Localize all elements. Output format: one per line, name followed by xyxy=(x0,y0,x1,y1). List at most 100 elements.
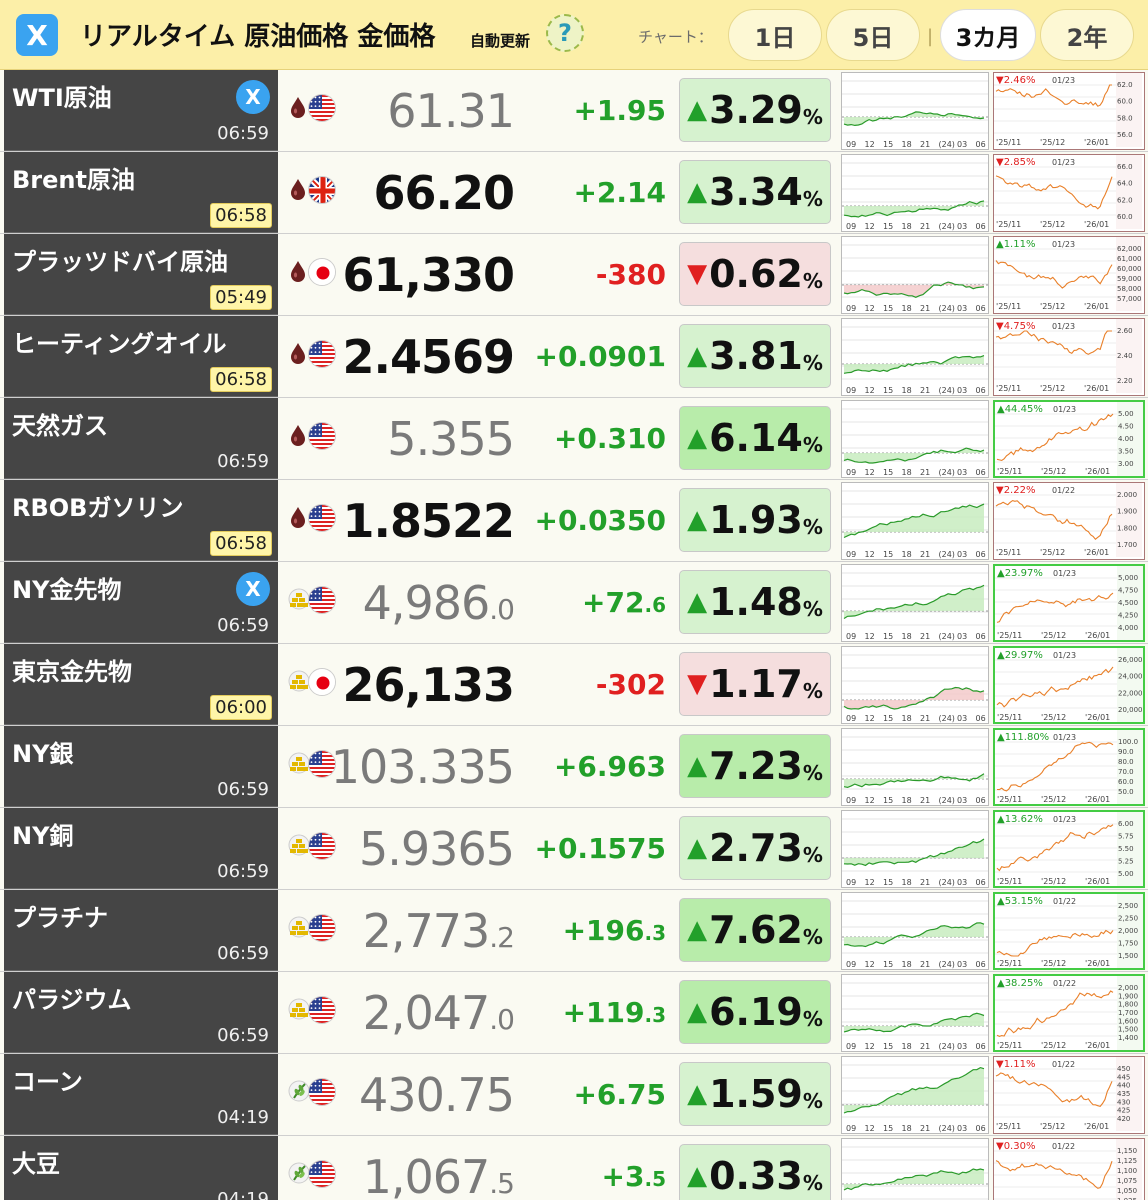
header-bar: X リアルタイム 原油価格 金価格 自動更新 ? チャート： 1日 5日 | 3… xyxy=(0,0,1148,70)
change-main: +0.310 xyxy=(553,422,666,455)
commodity-icons xyxy=(288,338,344,368)
change-value: +3.5 xyxy=(602,1160,666,1193)
change-main: -302 xyxy=(595,668,666,701)
axis-tick-label: 1,500 xyxy=(1118,952,1138,960)
commodity-row[interactable]: コーン 04:19 430.75 +6.75 ▲ 1.59% 09 12 15 18 21 (24) 0… xyxy=(0,1054,1148,1136)
commodity-name-cell[interactable]: パラジウム 06:59 xyxy=(4,972,278,1053)
commodity-name-cell[interactable]: コーン 04:19 xyxy=(4,1054,278,1135)
period-chart[interactable]: ▲1.11% 01/23 62,000 61,000 60,000 59,000 58,00… xyxy=(993,236,1145,314)
time-tick-label: 12 xyxy=(865,632,875,641)
axis-tick-label: 435 xyxy=(1117,1090,1130,1098)
time-tick-label: 06 xyxy=(976,632,986,641)
period-change-label: ▼2.22% xyxy=(996,485,1035,496)
commodity-row[interactable]: RBOBガソリン 06:58 1.8522 +0.0350 ▲ 1.93% 09 12 15 18… xyxy=(0,480,1148,562)
commodity-name-cell[interactable]: RBOBガソリン 06:58 xyxy=(4,480,278,561)
commodity-row[interactable]: パラジウム 06:59 2,047.0 +119.3 ▲ 6.19% 09 12 15 18 21 (… xyxy=(0,972,1148,1054)
axis-tick-label: 420 xyxy=(1117,1115,1130,1123)
commodity-row[interactable]: NY金先物 X 06:59 4,986.0 +72.6 ▲ 1.48% 09 12 15 18 21 (… xyxy=(0,562,1148,644)
x-share-icon[interactable]: X xyxy=(236,80,270,114)
period-chart[interactable]: ▲29.97% 01/23 26,000 24,000 22,000 20,000 '25/… xyxy=(993,646,1145,724)
period-chart[interactable]: ▲53.15% 01/22 2,500 2,250 2,000 1,750 1,500 '25… xyxy=(993,892,1145,970)
period-chart[interactable]: ▲44.45% 01/23 5.00 4.50 4.00 3.50 3.00 '25/11 '2… xyxy=(993,400,1145,478)
period-chart[interactable]: ▲23.97% 01/23 5,000 4,750 4,500 4,250 4,000 '25… xyxy=(993,564,1145,642)
range-5d-button[interactable]: 5日 xyxy=(826,9,920,61)
axis-tick-label: 61,000 xyxy=(1117,255,1142,263)
axis-tick-label: 425 xyxy=(1117,1107,1130,1115)
period-chart[interactable]: ▼1.11% 01/22 450 445 440 435 430 425 420 '25/11 '2… xyxy=(993,1056,1145,1134)
axis-tick-label: 50.0 xyxy=(1118,788,1134,796)
commodity-row[interactable]: 東京金先物 06:00 26,133 -302 ▼ 1.17% 09 12 15 18 21 (24)… xyxy=(0,644,1148,726)
period-chart[interactable]: ▲111.80% 01/23 100.0 90.0 80.0 70.0 60.0 50.0 '2… xyxy=(993,728,1145,806)
commodity-name-cell[interactable]: 大豆 04:19 xyxy=(4,1136,278,1200)
period-change-label: ▲53.15% xyxy=(997,896,1043,907)
period-chart[interactable]: ▼2.46% 01/23 62.0 60.0 58.0 56.0 '25/11 '25/12 '… xyxy=(993,72,1145,150)
period-date-label: 01/22 xyxy=(1053,897,1076,906)
help-icon[interactable]: ? xyxy=(546,14,584,52)
commodity-name-cell[interactable]: 東京金先物 06:00 xyxy=(4,644,278,725)
period-chart[interactable]: ▲13.62% 01/23 6.00 5.75 5.50 5.25 5.00 '25/11 '2… xyxy=(993,810,1145,888)
range-1d-button[interactable]: 1日 xyxy=(728,9,822,61)
time-tick-label: 09 xyxy=(846,222,856,231)
commodity-row[interactable]: プラッツドバイ原油 05:49 61,330 -380 ▼ 0.62% 09 12 15 18 21… xyxy=(0,234,1148,316)
up-arrow-icon: ▲ xyxy=(687,341,708,371)
period-chart[interactable]: ▼4.75% 01/23 2.60 2.40 2.20 '25/11 '25/12 '26/0… xyxy=(993,318,1145,396)
commodity-name-cell[interactable]: NY銅 06:59 xyxy=(4,808,278,889)
axis-tick-label: 60,000 xyxy=(1117,265,1142,273)
commodity-row[interactable]: NY銀 06:59 103.335 +6.963 ▲ 7.23% 09 12 15 18 21 (24… xyxy=(0,726,1148,808)
commodity-row[interactable]: NY銅 06:59 5.9365 +0.1575 ▲ 2.73% 09 12 15 18 21 (24… xyxy=(0,808,1148,890)
down-arrow-icon: ▼ xyxy=(687,669,708,699)
commodity-name-cell[interactable]: NY金先物 X 06:59 xyxy=(4,562,278,643)
time-tick-label: 18 xyxy=(902,386,912,395)
commodity-row[interactable]: ヒーティングオイル 06:58 2.4569 +0.0901 ▲ 3.81% 09 12 15 1… xyxy=(0,316,1148,398)
commodity-row[interactable]: 大豆04:191,067.5+3.5▲0.33%0912151821(24)03… xyxy=(0,1136,1148,1200)
oil-drop-icon xyxy=(288,342,308,364)
range-3m-button[interactable]: 3カ月 xyxy=(940,9,1036,61)
period-chart[interactable]: ▼0.30% 01/22 1,150 1,125 1,100 1,075 1,050 1,02… xyxy=(993,1138,1145,1200)
period-chart[interactable]: ▼2.85% 01/23 66.0 64.0 62.0 60.0 '25/11 '25/12 '… xyxy=(993,154,1145,232)
time-tick-label: 12 xyxy=(865,878,875,887)
percent-value: 2.73 xyxy=(709,826,803,870)
percent-unit: % xyxy=(802,679,823,703)
x-share-icon[interactable]: X xyxy=(16,14,58,56)
commodity-row[interactable]: 天然ガス 06:59 5.355 +0.310 ▲ 6.14% 09 12 15 18 21 (24)… xyxy=(0,398,1148,480)
change-value: +6.75 xyxy=(573,1078,666,1111)
x-share-icon[interactable]: X xyxy=(236,572,270,606)
period-chart[interactable]: ▼2.22% 01/22 2.000 1.900 1.800 1.700 '25/11 '25… xyxy=(993,482,1145,560)
percent-change-box: ▲ 3.29% xyxy=(679,78,831,142)
commodity-name-cell[interactable]: Brent原油 06:58 xyxy=(4,152,278,233)
commodity-name-cell[interactable]: プラチナ 06:59 xyxy=(4,890,278,971)
date-tick-label: '25/12 xyxy=(1041,467,1066,476)
axis-tick-label: 445 xyxy=(1117,1073,1130,1081)
date-tick-label: '25/11 xyxy=(997,631,1022,640)
period-chart[interactable]: ▲38.25% 01/22 2,000 1,900 1,800 1,700 1,600 1,5… xyxy=(993,974,1145,1052)
date-tick-label: '26/01 xyxy=(1084,220,1109,229)
time-tick-label: (24) xyxy=(939,1042,955,1051)
commodity-row[interactable]: Brent原油 06:58 66.20 +2.14 ▲ 3.34% 09 12 15 18 21 (2… xyxy=(0,152,1148,234)
commodity-name-cell[interactable]: NY銀 06:59 xyxy=(4,726,278,807)
change-value: +72.6 xyxy=(582,586,666,619)
commodity-name-cell[interactable]: 天然ガス 06:59 xyxy=(4,398,278,479)
axis-tick-label: 90.0 xyxy=(1118,748,1134,756)
time-tick-label: (24) xyxy=(939,386,955,395)
range-2y-button[interactable]: 2年 xyxy=(1040,9,1134,61)
commodity-row[interactable]: WTI原油 X 06:59 61.31 +1.95 ▲ 3.29% 09 12 15 18 21 (24… xyxy=(0,70,1148,152)
commodity-name-cell[interactable]: プラッツドバイ原油 05:49 xyxy=(4,234,278,315)
commodity-name-cell[interactable]: WTI原油 X 06:59 xyxy=(4,70,278,151)
commodity-row[interactable]: プラチナ 06:59 2,773.2 +196.3 ▲ 7.62% 09 12 15 18 21 (2… xyxy=(0,890,1148,972)
time-tick-label: 03 xyxy=(957,632,967,641)
commodity-name-cell[interactable]: ヒーティングオイル 06:58 xyxy=(4,316,278,397)
